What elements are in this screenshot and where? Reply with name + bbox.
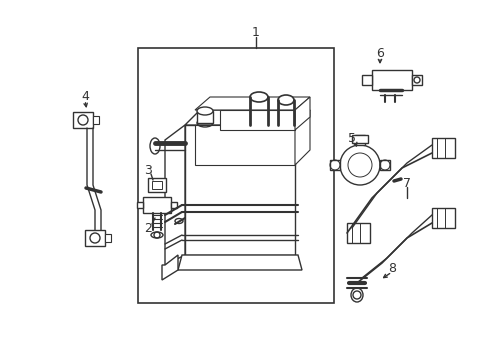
Polygon shape: [152, 181, 162, 189]
Text: 8: 8: [387, 261, 395, 274]
Polygon shape: [184, 125, 294, 255]
Ellipse shape: [278, 95, 293, 105]
Polygon shape: [379, 160, 389, 170]
Polygon shape: [431, 138, 454, 158]
Polygon shape: [195, 125, 294, 165]
Text: 1: 1: [251, 26, 260, 39]
Text: 7: 7: [402, 176, 410, 189]
Ellipse shape: [197, 107, 213, 115]
Polygon shape: [197, 111, 213, 123]
Polygon shape: [371, 70, 411, 90]
Text: 6: 6: [375, 46, 383, 59]
Polygon shape: [329, 160, 339, 170]
Text: 4: 4: [81, 90, 89, 103]
Polygon shape: [195, 97, 309, 110]
Polygon shape: [346, 223, 369, 243]
Polygon shape: [431, 208, 454, 228]
Circle shape: [339, 145, 379, 185]
Polygon shape: [85, 230, 105, 246]
Polygon shape: [105, 234, 111, 242]
Polygon shape: [411, 75, 421, 85]
Polygon shape: [148, 178, 165, 192]
Polygon shape: [178, 255, 302, 270]
Polygon shape: [351, 135, 367, 143]
Polygon shape: [220, 110, 294, 130]
Text: 2: 2: [144, 221, 152, 234]
Polygon shape: [73, 112, 93, 128]
Polygon shape: [184, 110, 309, 125]
Polygon shape: [137, 202, 142, 208]
Polygon shape: [361, 75, 371, 85]
Polygon shape: [294, 97, 309, 130]
Bar: [138, 48, 333, 303]
Polygon shape: [164, 125, 184, 265]
Polygon shape: [142, 197, 171, 213]
Polygon shape: [162, 255, 178, 280]
Polygon shape: [171, 202, 177, 208]
Polygon shape: [294, 110, 309, 165]
Ellipse shape: [249, 92, 267, 102]
Text: 5: 5: [347, 131, 355, 144]
Polygon shape: [354, 135, 364, 145]
Text: 3: 3: [144, 163, 152, 176]
Polygon shape: [93, 116, 99, 124]
